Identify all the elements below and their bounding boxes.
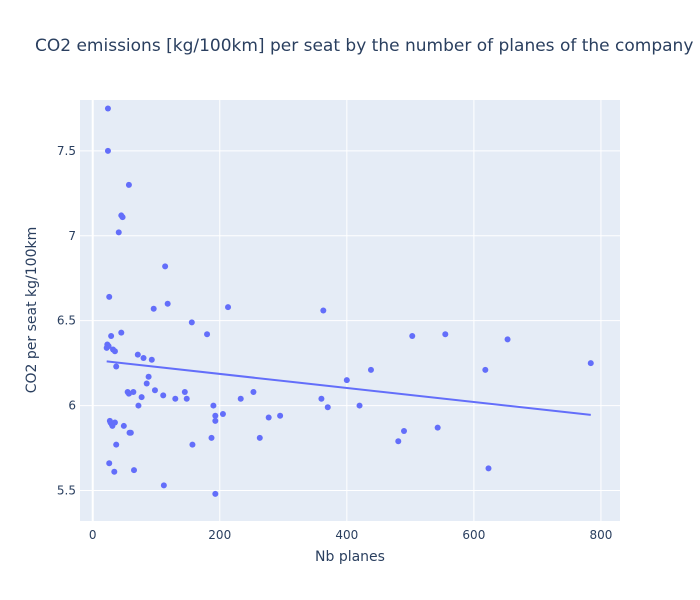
data-point [189,441,196,448]
data-point [208,434,215,441]
data-point [150,305,157,312]
data-point [265,414,272,421]
data-point [172,395,179,402]
data-point [188,319,195,326]
grid-lines [80,100,620,521]
data-point [183,395,190,402]
plot-background [80,100,620,521]
data-point [138,394,145,401]
data-point [250,388,257,395]
data-point [504,336,511,343]
data-point [104,147,111,154]
data-point [130,388,137,395]
data-point [181,388,188,395]
data-point [134,351,141,358]
y-tick-label: 6 [68,399,76,413]
data-point [204,331,211,338]
data-point [115,229,122,236]
data-point [434,424,441,431]
data-point [237,395,244,402]
data-point [148,356,155,363]
data-point [113,441,120,448]
data-point [225,304,232,311]
data-point [107,419,114,426]
trend-line [106,360,591,416]
chart-title: CO2 emissions [kg/100km] per seat by the… [35,36,693,56]
data-point [111,468,118,475]
x-tick-labels: 0 200 400 600 800 [89,528,613,542]
data-point [160,482,167,489]
x-axis-title: Nb planes [315,549,385,565]
data-point [409,332,416,339]
data-point [356,402,363,409]
data-point [108,332,115,339]
data-point [125,181,132,188]
x-tick-label: 0 [89,528,97,542]
x-tick-label: 800 [589,528,612,542]
data-point [140,355,147,362]
data-point [212,490,219,497]
data-point [135,402,142,409]
data-point [160,392,167,399]
data-point [587,360,594,367]
x-tick-label: 400 [335,528,358,542]
x-tick-label: 200 [208,528,231,542]
data-point [482,366,489,373]
y-tick-label: 7 [68,229,76,243]
data-point [367,366,374,373]
data-point [324,404,331,411]
data-point [210,402,217,409]
data-point [111,348,118,355]
data-point [320,307,327,314]
data-point [395,438,402,445]
data-point [119,214,126,221]
data-point [343,377,350,384]
y-tick-label: 6.5 [57,314,76,328]
trend-line-group [106,360,591,416]
data-point [113,363,120,370]
data-point [143,380,150,387]
data-point [212,412,219,419]
data-point [124,388,131,395]
y-tick-label: 7.5 [57,144,76,158]
data-point [106,460,113,467]
data-point [131,467,137,474]
x-tick-label: 600 [462,528,485,542]
data-point [105,343,112,350]
y-axis-title: CO2 per seat kg/100km [24,227,40,393]
data-point [118,329,125,336]
y-tick-labels: 5.5 6 6.5 7 7.5 [57,144,76,498]
data-point [145,373,152,380]
data-point [164,300,171,307]
y-tick-label: 5.5 [57,483,76,497]
data-point [106,293,113,300]
data-point [219,411,226,418]
data-point [212,417,219,424]
data-point [104,105,111,112]
scatter-points [103,105,594,497]
data-point [485,465,492,472]
data-point [126,429,133,436]
data-point [256,434,263,441]
data-point [277,412,284,419]
data-point [162,263,169,270]
data-point [401,428,407,435]
data-point [442,331,449,338]
data-point [318,395,325,402]
data-point [120,422,127,429]
data-point [151,387,158,394]
